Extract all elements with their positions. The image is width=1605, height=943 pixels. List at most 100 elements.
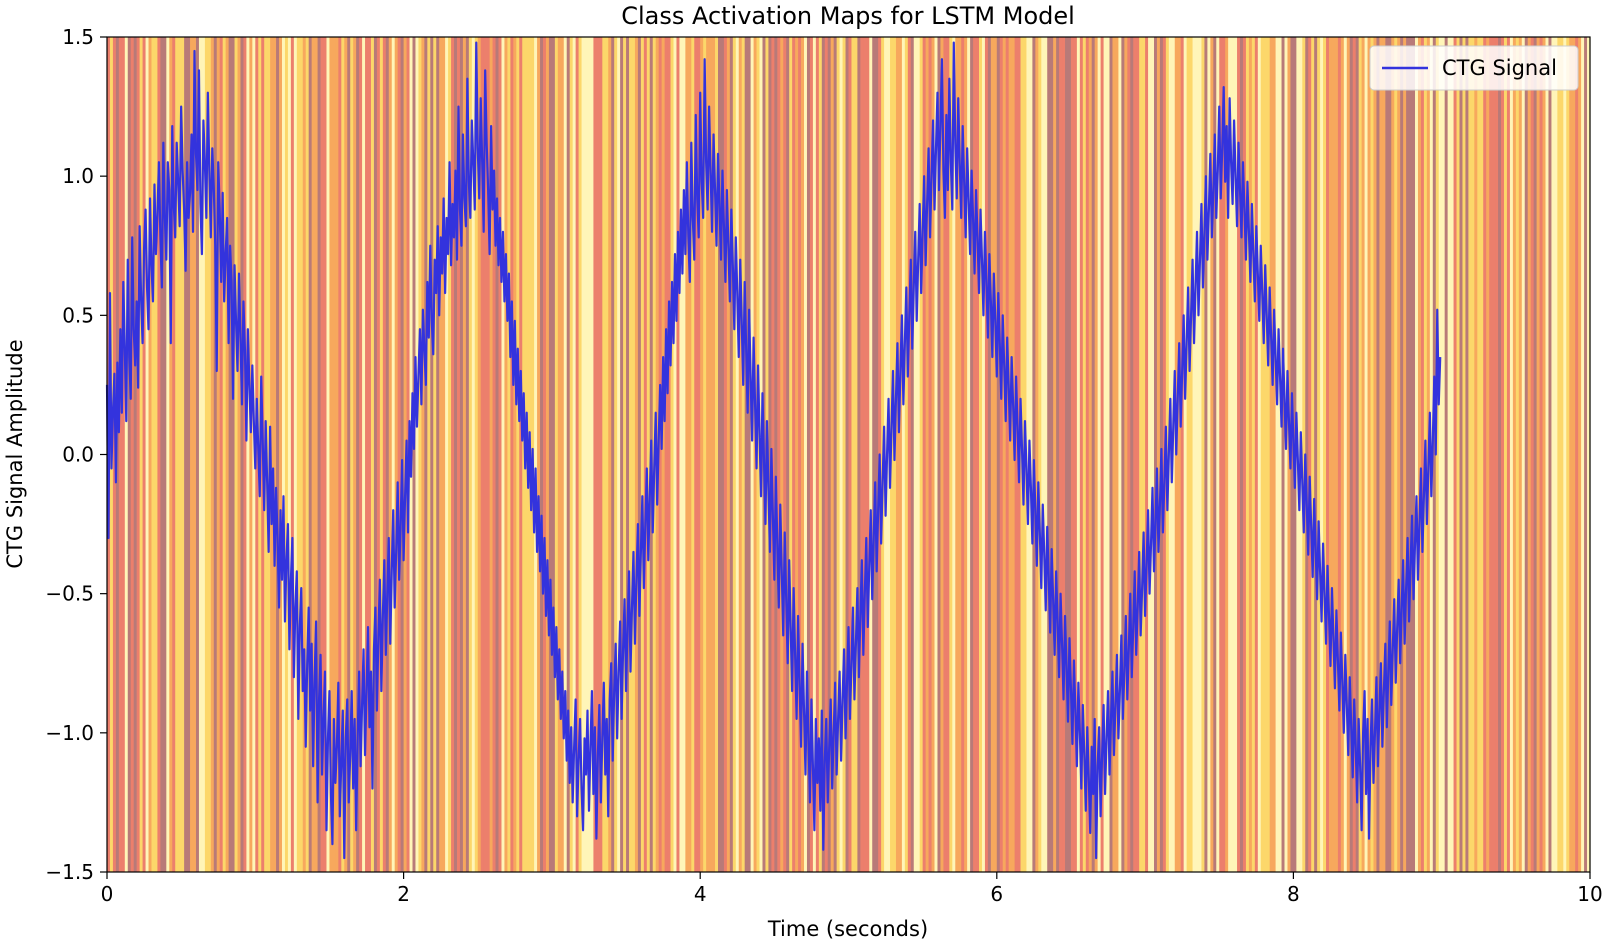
- heatmap-band: [590, 37, 595, 872]
- heatmap-band: [1242, 37, 1247, 872]
- heatmap-band: [433, 37, 437, 872]
- heatmap-band: [1545, 37, 1550, 872]
- heatmap-band: [848, 37, 853, 872]
- heatmap-band: [187, 37, 191, 872]
- heatmap-band: [335, 37, 339, 872]
- heatmap-band: [1376, 37, 1381, 872]
- heatmap-band: [172, 37, 176, 872]
- heatmap-band: [1254, 37, 1259, 872]
- heatmap-band: [519, 37, 523, 872]
- heatmap-band: [1094, 37, 1099, 872]
- heatmap-band: [774, 37, 778, 872]
- heatmap-band: [961, 37, 965, 872]
- heatmap-band: [347, 37, 351, 872]
- heatmap-band: [1420, 37, 1425, 872]
- heatmap-band: [370, 37, 375, 872]
- heatmap-band: [1438, 37, 1443, 872]
- heatmap-band: [854, 37, 858, 872]
- heatmap-band: [350, 37, 354, 872]
- heatmap-band: [543, 37, 547, 872]
- heatmap-band: [1328, 37, 1333, 872]
- heatmap-band: [382, 37, 387, 872]
- heatmap-band: [388, 37, 393, 872]
- heatmap-band: [617, 37, 621, 872]
- heatmap-band: [937, 37, 942, 872]
- heatmap-band: [296, 37, 301, 872]
- heatmap-band: [1183, 37, 1188, 872]
- heatmap-band: [566, 37, 571, 872]
- heatmap-band: [1506, 37, 1511, 872]
- heatmap-band: [1237, 37, 1241, 872]
- heatmap-band: [1044, 37, 1048, 872]
- heatmap-band: [483, 37, 488, 872]
- heatmap-band: [842, 37, 847, 872]
- heatmap-band: [359, 37, 363, 872]
- heatmap-band: [412, 37, 417, 872]
- heatmap-band: [1536, 37, 1541, 872]
- heatmap-band: [1103, 37, 1108, 872]
- y-tick-label: −0.5: [45, 582, 94, 606]
- heatmap-band: [255, 37, 259, 872]
- heatmap-band: [557, 37, 562, 872]
- heatmap-band: [299, 37, 304, 872]
- heatmap-band: [1512, 37, 1517, 872]
- heatmap-band: [1041, 37, 1045, 872]
- heatmap-band: [750, 37, 755, 872]
- heatmap-band: [225, 37, 230, 872]
- heatmap-band: [1272, 37, 1277, 872]
- heatmap-band: [729, 37, 734, 872]
- heatmap-band: [783, 37, 787, 872]
- heatmap-band: [1053, 37, 1057, 872]
- heatmap-band: [228, 37, 233, 872]
- heatmap-band: [1062, 37, 1066, 872]
- heatmap-band: [1228, 37, 1232, 872]
- heatmap-band: [1415, 37, 1419, 872]
- heatmap-band: [397, 37, 402, 872]
- heatmap-band: [391, 37, 396, 872]
- heatmap-band: [1566, 37, 1570, 872]
- heatmap-band: [1210, 37, 1214, 872]
- heatmap-band: [804, 37, 808, 872]
- heatmap-band: [1572, 37, 1576, 872]
- heatmap-band: [290, 37, 295, 872]
- heatmap-band: [332, 37, 336, 872]
- heatmap-band: [1059, 37, 1063, 872]
- heatmap-band: [1575, 37, 1579, 872]
- heatmap-band: [1441, 37, 1446, 872]
- heatmap-band: [658, 37, 663, 872]
- heatmap-band: [1495, 37, 1499, 872]
- heatmap-band: [869, 37, 873, 872]
- heatmap-band: [732, 37, 737, 872]
- heatmap-band: [329, 37, 334, 872]
- heatmap-band: [136, 37, 141, 872]
- heatmap-band: [1245, 37, 1250, 872]
- heatmap-band: [718, 37, 722, 872]
- heatmap-band: [578, 37, 583, 872]
- y-axis-label: CTG Signal Amplitude: [3, 339, 27, 568]
- heatmap-band: [474, 37, 479, 872]
- heatmap-band: [771, 37, 775, 872]
- heatmap-band: [160, 37, 164, 872]
- heatmap-band: [1248, 37, 1253, 872]
- heatmap-band: [1569, 37, 1573, 872]
- heatmap-band: [682, 37, 686, 872]
- heatmap-band: [1326, 37, 1330, 872]
- heatmap-band: [181, 37, 185, 872]
- heatmap-band: [1471, 37, 1475, 872]
- heatmap-band: [516, 37, 520, 872]
- heatmap-band: [1563, 37, 1567, 872]
- heatmap-band: [439, 37, 443, 872]
- heatmap-band: [697, 37, 701, 872]
- heatmap-band: [456, 37, 461, 872]
- heatmap-band: [1065, 37, 1069, 872]
- heatmap-band: [424, 37, 428, 872]
- heatmap-band: [795, 37, 799, 872]
- heatmap-band: [148, 37, 153, 872]
- heatmap-band: [875, 37, 879, 872]
- heatmap-band: [560, 37, 565, 872]
- heatmap-band: [898, 37, 903, 872]
- heatmap-band: [664, 37, 669, 872]
- heatmap-band: [934, 37, 939, 872]
- heatmap-band: [643, 37, 648, 872]
- heatmap-band: [1076, 37, 1081, 872]
